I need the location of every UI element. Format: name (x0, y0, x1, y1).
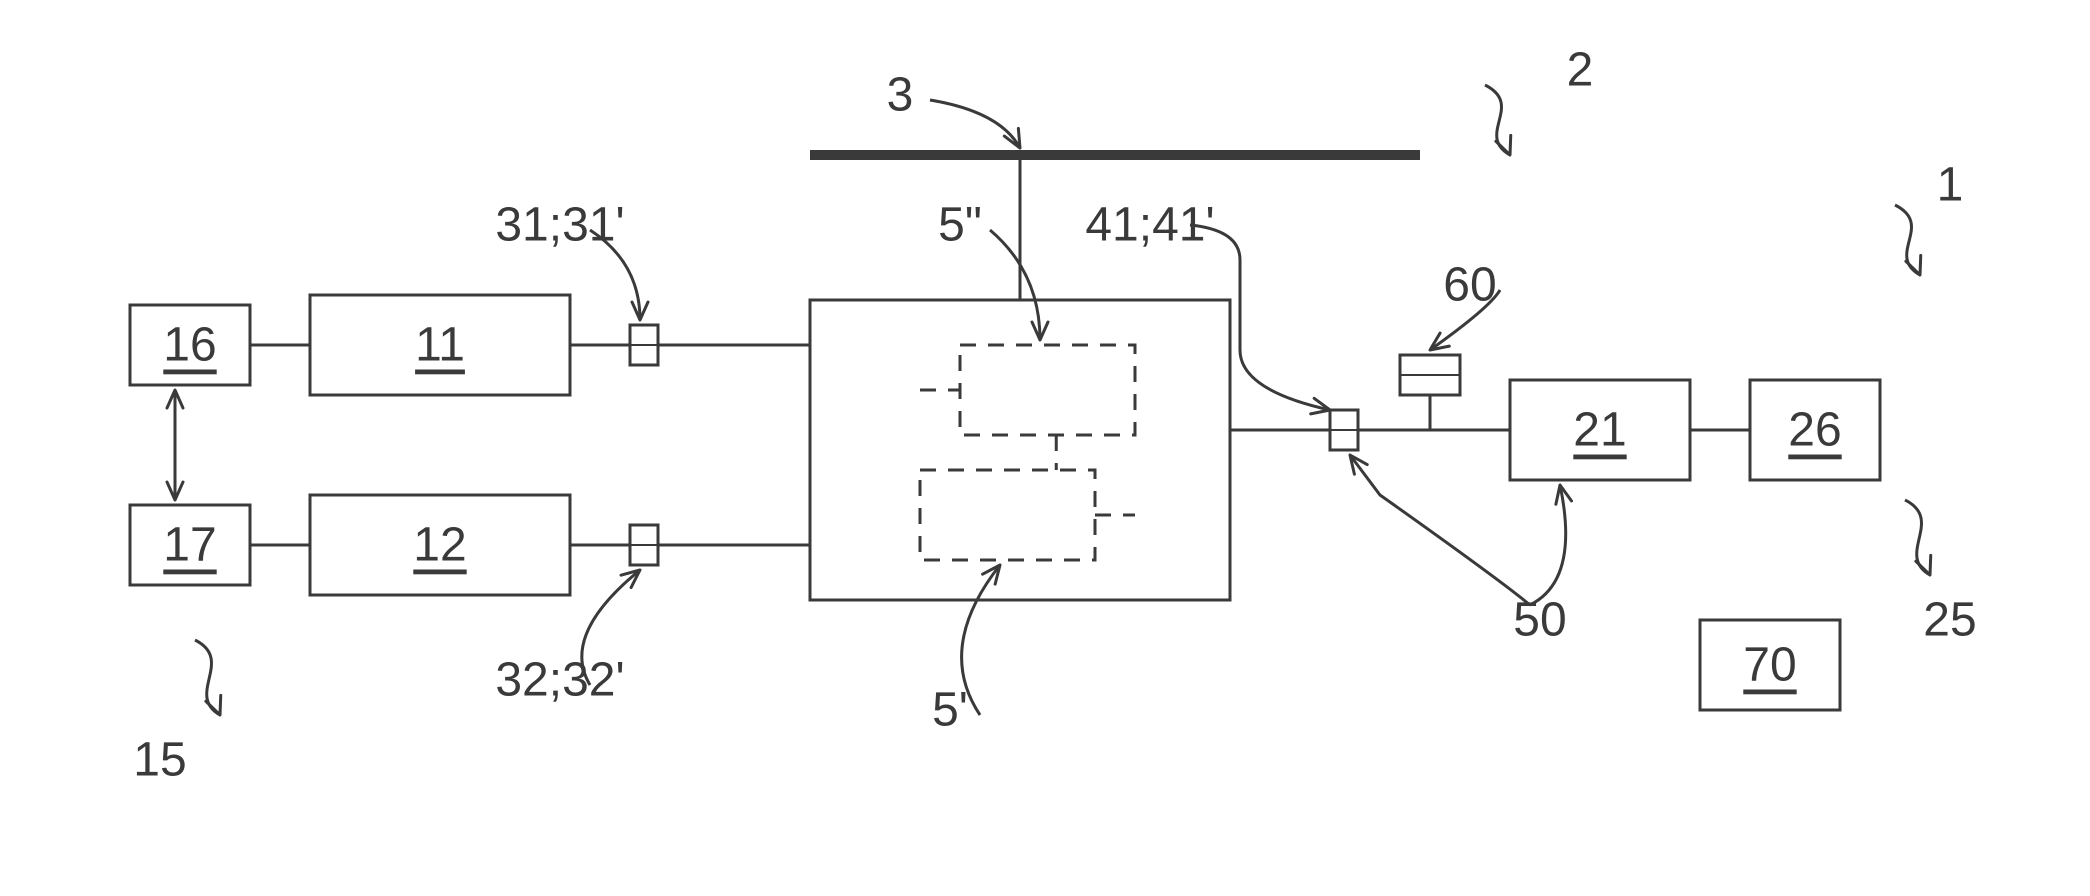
callout-label-c25: 25 (1923, 594, 1976, 647)
block-16: 16 (130, 305, 250, 385)
callout-c31: 31;31' (495, 199, 624, 252)
inner-block-bottom (920, 470, 1095, 560)
connector-s32 (630, 525, 658, 565)
connector-s60 (1400, 355, 1460, 395)
callout-c5b: 5" (938, 199, 982, 252)
callout-c1: 1 (1937, 159, 1964, 212)
callout-label-c1: 1 (1937, 159, 1964, 212)
callout-c15: 15 (133, 734, 186, 787)
block-label-16: 16 (163, 319, 216, 372)
callout-c5a: 5' (932, 684, 968, 737)
block-26: 26 (1750, 380, 1880, 480)
block-label-11: 11 (415, 319, 465, 372)
block-21: 21 (1510, 380, 1690, 480)
callout-c3: 3 (887, 69, 914, 122)
block-70: 70 (1700, 620, 1840, 710)
inner-block-top (960, 345, 1135, 435)
connector-s31 (630, 325, 658, 365)
block-label-70: 70 (1743, 639, 1796, 692)
callout-label-c32: 32;32' (495, 654, 624, 707)
block-17: 17 (130, 505, 250, 585)
block-11: 11 (310, 295, 570, 395)
callout-c32: 32;32' (495, 654, 624, 707)
callout-c2: 2 (1567, 44, 1594, 97)
callout-label-c3: 3 (887, 69, 914, 122)
callout-c25: 25 (1923, 594, 1976, 647)
callout-label-c2: 2 (1567, 44, 1594, 97)
callout-label-c15: 15 (133, 734, 186, 787)
block-12: 12 (310, 495, 570, 595)
callout-label-c50: 50 (1513, 594, 1566, 647)
callout-label-c31: 31;31' (495, 199, 624, 252)
block-label-17: 17 (163, 519, 216, 572)
callout-label-c5b: 5" (938, 199, 982, 252)
block-label-26: 26 (1788, 404, 1841, 457)
block-label-12: 12 (413, 519, 466, 572)
callout-c50: 50 (1513, 594, 1566, 647)
callout-label-c5a: 5' (932, 684, 968, 737)
connector-s41 (1330, 410, 1358, 450)
block-label-21: 21 (1573, 404, 1626, 457)
